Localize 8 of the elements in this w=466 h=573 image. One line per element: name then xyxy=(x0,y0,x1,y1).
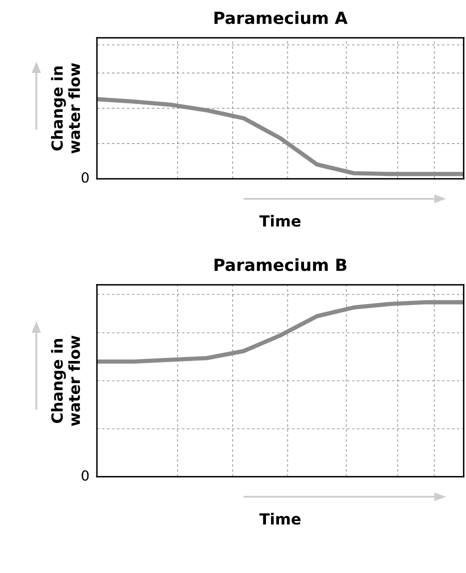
x-axis-title: Time xyxy=(259,512,301,525)
y-axis-title: Change in water flow xyxy=(51,336,80,426)
x-axis-title: Time xyxy=(259,214,301,227)
y-axis-title: Change in water flow xyxy=(51,63,80,154)
chart-title: Paramecium B xyxy=(214,258,346,272)
text: 0 xyxy=(82,470,89,481)
text: 0 xyxy=(82,172,89,183)
chart-title: Paramecium A xyxy=(214,11,348,24)
